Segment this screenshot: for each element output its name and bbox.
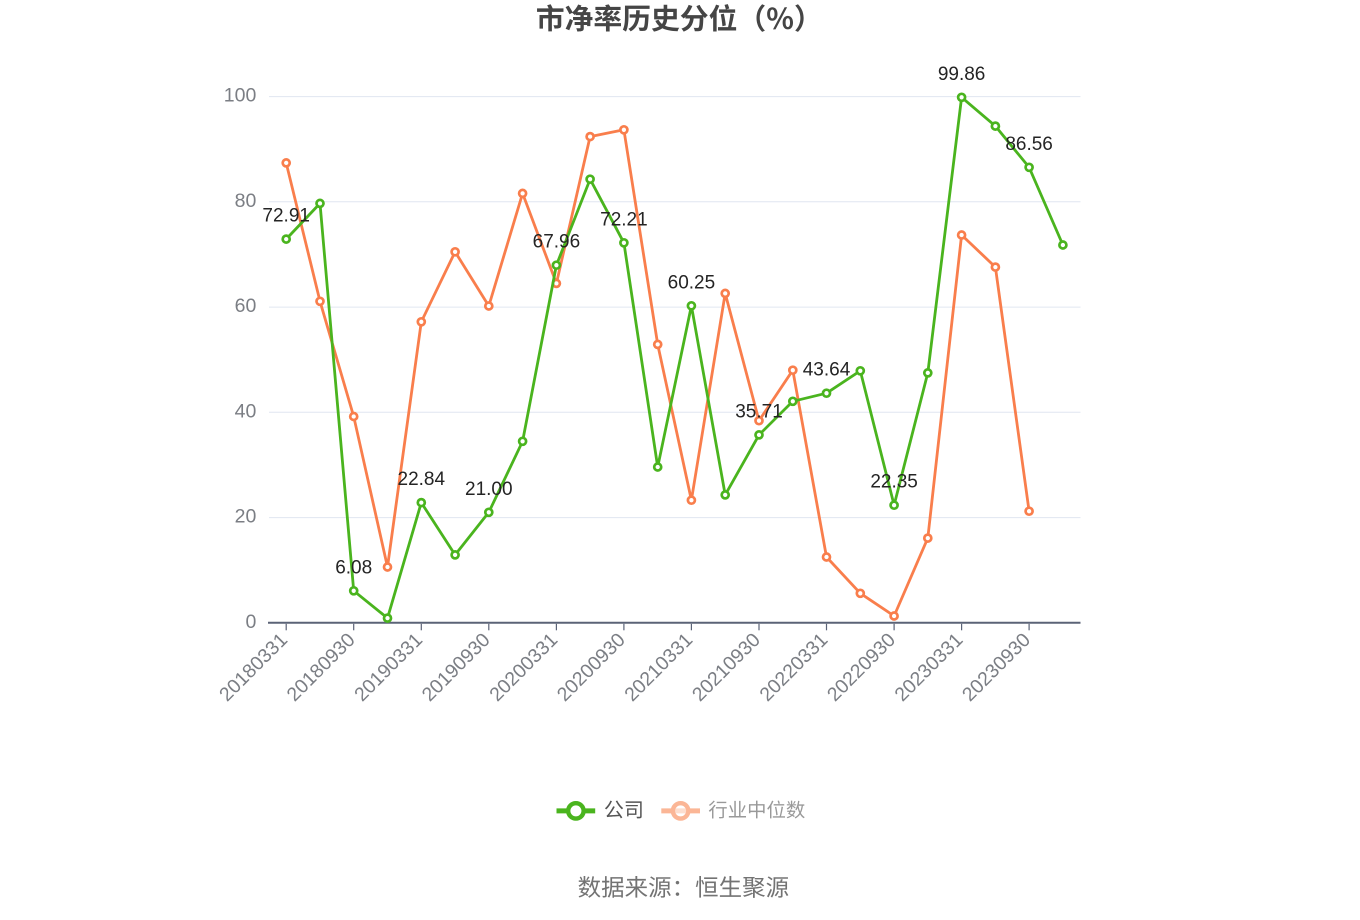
svg-text:67.96: 67.96 <box>533 232 581 253</box>
svg-text:40: 40 <box>235 400 257 422</box>
svg-text:35.71: 35.71 <box>735 401 783 422</box>
svg-text:86.56: 86.56 <box>1005 134 1053 155</box>
svg-text:20: 20 <box>235 506 257 528</box>
svg-text:43.64: 43.64 <box>803 360 851 381</box>
svg-text:21.00: 21.00 <box>465 479 513 500</box>
svg-text:22.35: 22.35 <box>870 472 918 493</box>
svg-text:72.21: 72.21 <box>600 209 648 230</box>
svg-text:60.25: 60.25 <box>668 272 716 293</box>
svg-text:80: 80 <box>235 190 257 212</box>
svg-text:72.91: 72.91 <box>262 206 310 227</box>
svg-text:60: 60 <box>235 295 257 317</box>
svg-text:0: 0 <box>245 611 256 633</box>
svg-text:100: 100 <box>224 85 257 107</box>
svg-text:22.84: 22.84 <box>398 469 446 490</box>
svg-text:6.08: 6.08 <box>335 557 372 578</box>
svg-text:99.86: 99.86 <box>938 64 986 85</box>
